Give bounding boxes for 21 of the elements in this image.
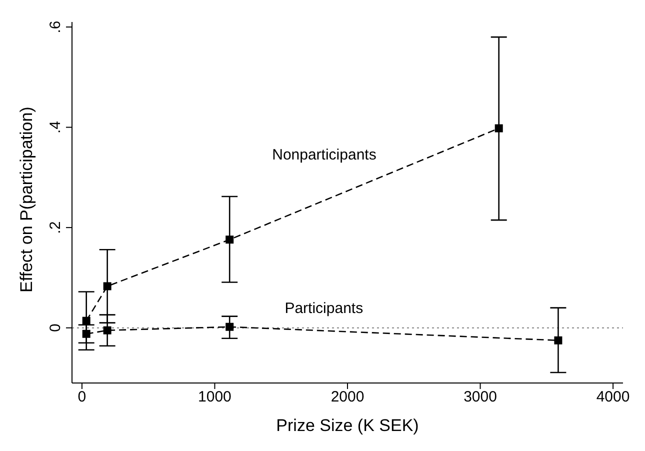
x-tick-label: 1000	[198, 388, 232, 406]
y-axis-title: Effect on P(participation)	[17, 106, 36, 292]
x-tick-label: 4000	[596, 388, 630, 406]
point	[226, 322, 234, 331]
y-tick-label: 0	[47, 324, 64, 332]
series-label: Nonparticipants	[272, 146, 376, 164]
point	[82, 330, 90, 338]
x-tick-label: 2000	[330, 388, 364, 406]
series-label: Participants	[284, 300, 364, 317]
x-axis-title: Prize Size (K SEK)	[276, 416, 419, 435]
y-tick-label: .6	[47, 20, 64, 34]
point	[82, 316, 90, 325]
point	[226, 236, 234, 244]
y-tick-label: .4	[47, 121, 64, 134]
x-tick-label: 3000	[464, 388, 497, 406]
y-tick-label: .2	[47, 221, 64, 234]
point	[103, 326, 112, 334]
point	[103, 282, 112, 290]
point	[554, 336, 562, 344]
x-tick-label: 0	[78, 388, 86, 406]
point	[494, 124, 503, 132]
